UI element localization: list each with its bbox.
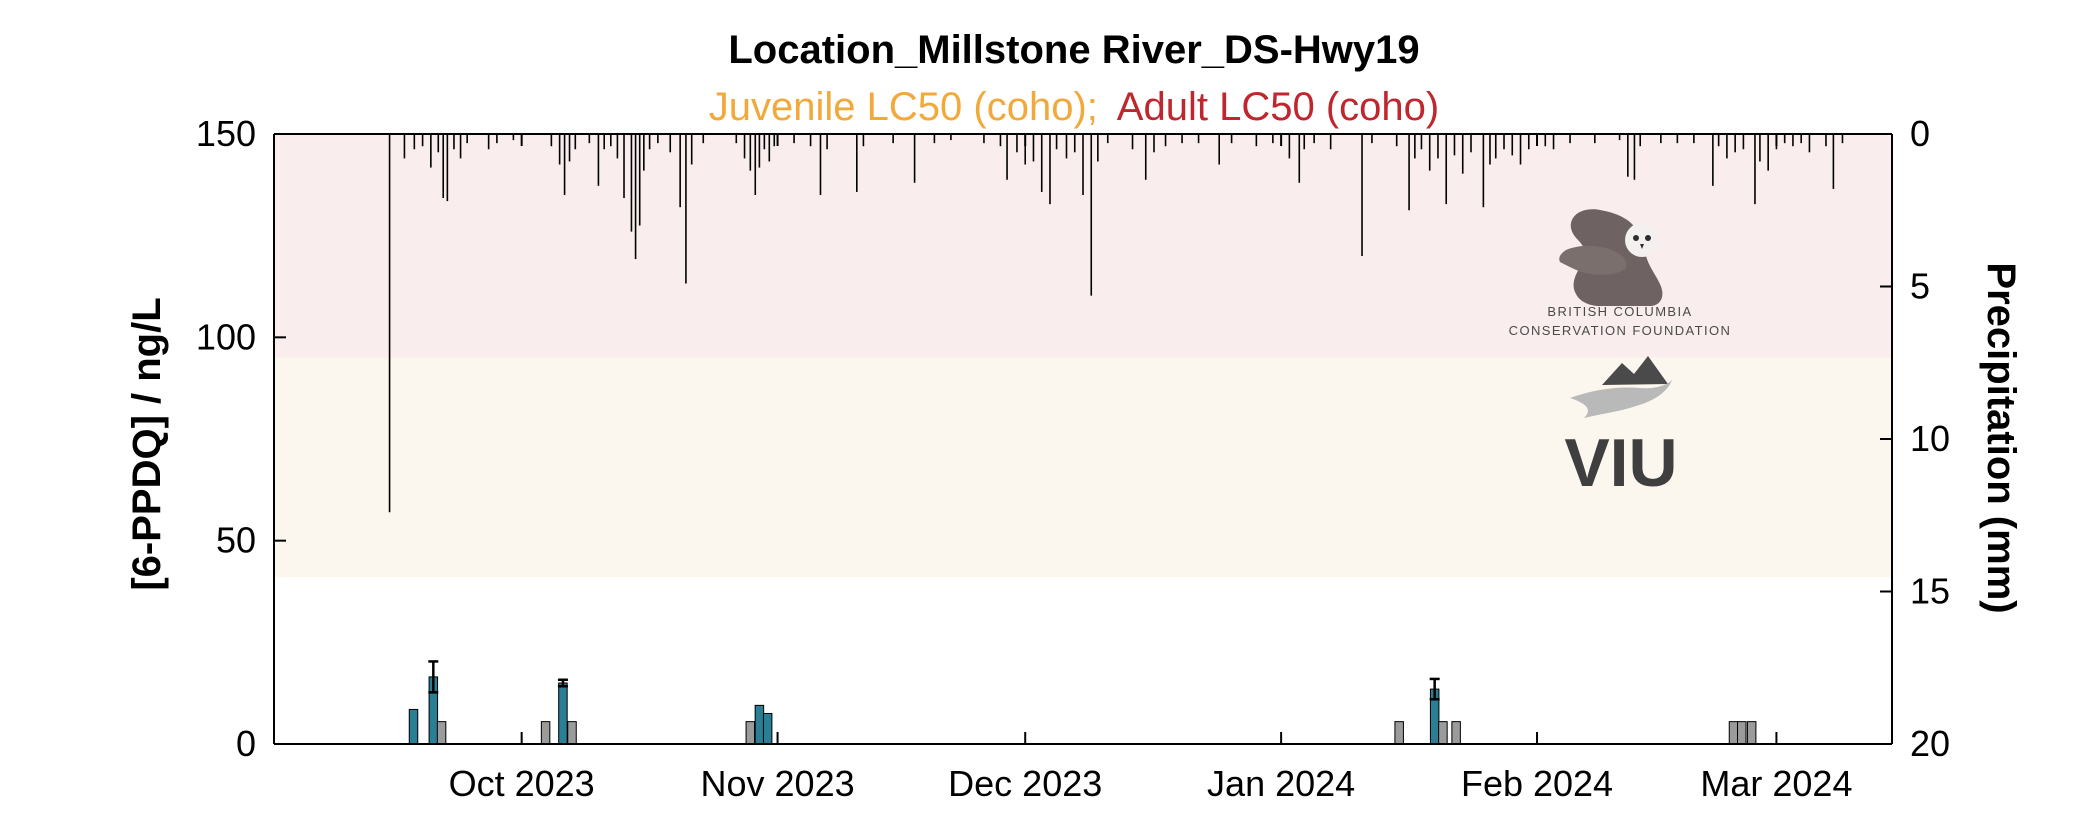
viu-logo-text: VIU — [1564, 425, 1677, 501]
chart-subtitle: Juvenile LC50 (coho); Adult LC50 (coho) — [709, 85, 1439, 129]
x-tick-label-5: Mar 2024 — [1700, 763, 1852, 804]
conc-bar-7 — [754, 704, 765, 745]
y-axis-label-left: [6-PPDQ] / ng/L — [125, 297, 169, 590]
conc-bar-3 — [540, 721, 551, 745]
x-tick-label-1: Nov 2023 — [701, 763, 855, 804]
right-tick-label-20: 20 — [1910, 723, 1950, 764]
x-axis-ticks: Oct 2023 Nov 2023 Dec 2023 Jan 2024 Feb 2024… — [449, 134, 1852, 804]
conc-bar-9 — [1394, 721, 1404, 745]
chart-title: Location_Millstone River_DS-Hwy19 — [728, 28, 1419, 72]
left-tick-label-0: 0 — [236, 723, 256, 764]
y-axis-label-right: Precipitation (mm) — [1979, 262, 2023, 613]
concentration-bars — [408, 660, 1757, 745]
conc-bar-11 — [1438, 721, 1448, 745]
conc-bar-8 — [762, 713, 773, 745]
left-tick-label-100: 100 — [196, 316, 256, 357]
right-tick-label-10: 10 — [1910, 418, 1950, 459]
mountain-leaf-icon — [1570, 356, 1672, 418]
conc-bar-12 — [1451, 721, 1461, 745]
bccf-logo-line2: CONSERVATION FOUNDATION — [1509, 323, 1732, 338]
right-tick-label-0: 0 — [1910, 113, 1930, 154]
x-tick-label-2: Dec 2023 — [948, 763, 1102, 804]
conc-bar-15 — [1746, 721, 1757, 745]
precipitation-series — [388, 134, 1844, 513]
plot-frame — [273, 133, 1893, 745]
conc-bar-6 — [745, 721, 756, 745]
adult-lc50-label: Adult LC50 (coho) — [1117, 85, 1439, 129]
bccf-logo: BRITISH COLUMBIA CONSERVATION FOUNDATION — [1509, 209, 1732, 338]
right-tick-label-15: 15 — [1910, 571, 1950, 612]
x-tick-label-3: Jan 2024 — [1207, 763, 1355, 804]
x-tick-label-4: Feb 2024 — [1461, 763, 1613, 804]
threshold-bands — [274, 134, 1892, 578]
conc-bar-4 — [558, 682, 568, 745]
conc-bar-5 — [567, 721, 577, 745]
right-tick-label-5: 5 — [1910, 266, 1930, 307]
conc-bar-0 — [408, 708, 419, 745]
right-axis-ticks: 0 5 10 15 20 — [1880, 113, 1950, 764]
juvenile-lc50-label: Juvenile LC50 (coho); — [709, 85, 1098, 129]
left-axis-ticks: 0 50 100 150 — [196, 113, 286, 764]
bear-owl-salmon-icon — [1559, 209, 1663, 306]
conc-bar-2 — [436, 721, 447, 745]
left-tick-label-150: 150 — [196, 113, 256, 154]
viu-logo: VIU — [1564, 356, 1678, 501]
conc-bar-13 — [1728, 721, 1739, 745]
bccf-logo-line1: BRITISH COLUMBIA — [1547, 304, 1692, 319]
conc-bar-14 — [1737, 721, 1747, 745]
left-tick-label-50: 50 — [216, 520, 256, 561]
x-tick-label-0: Oct 2023 — [449, 763, 595, 804]
